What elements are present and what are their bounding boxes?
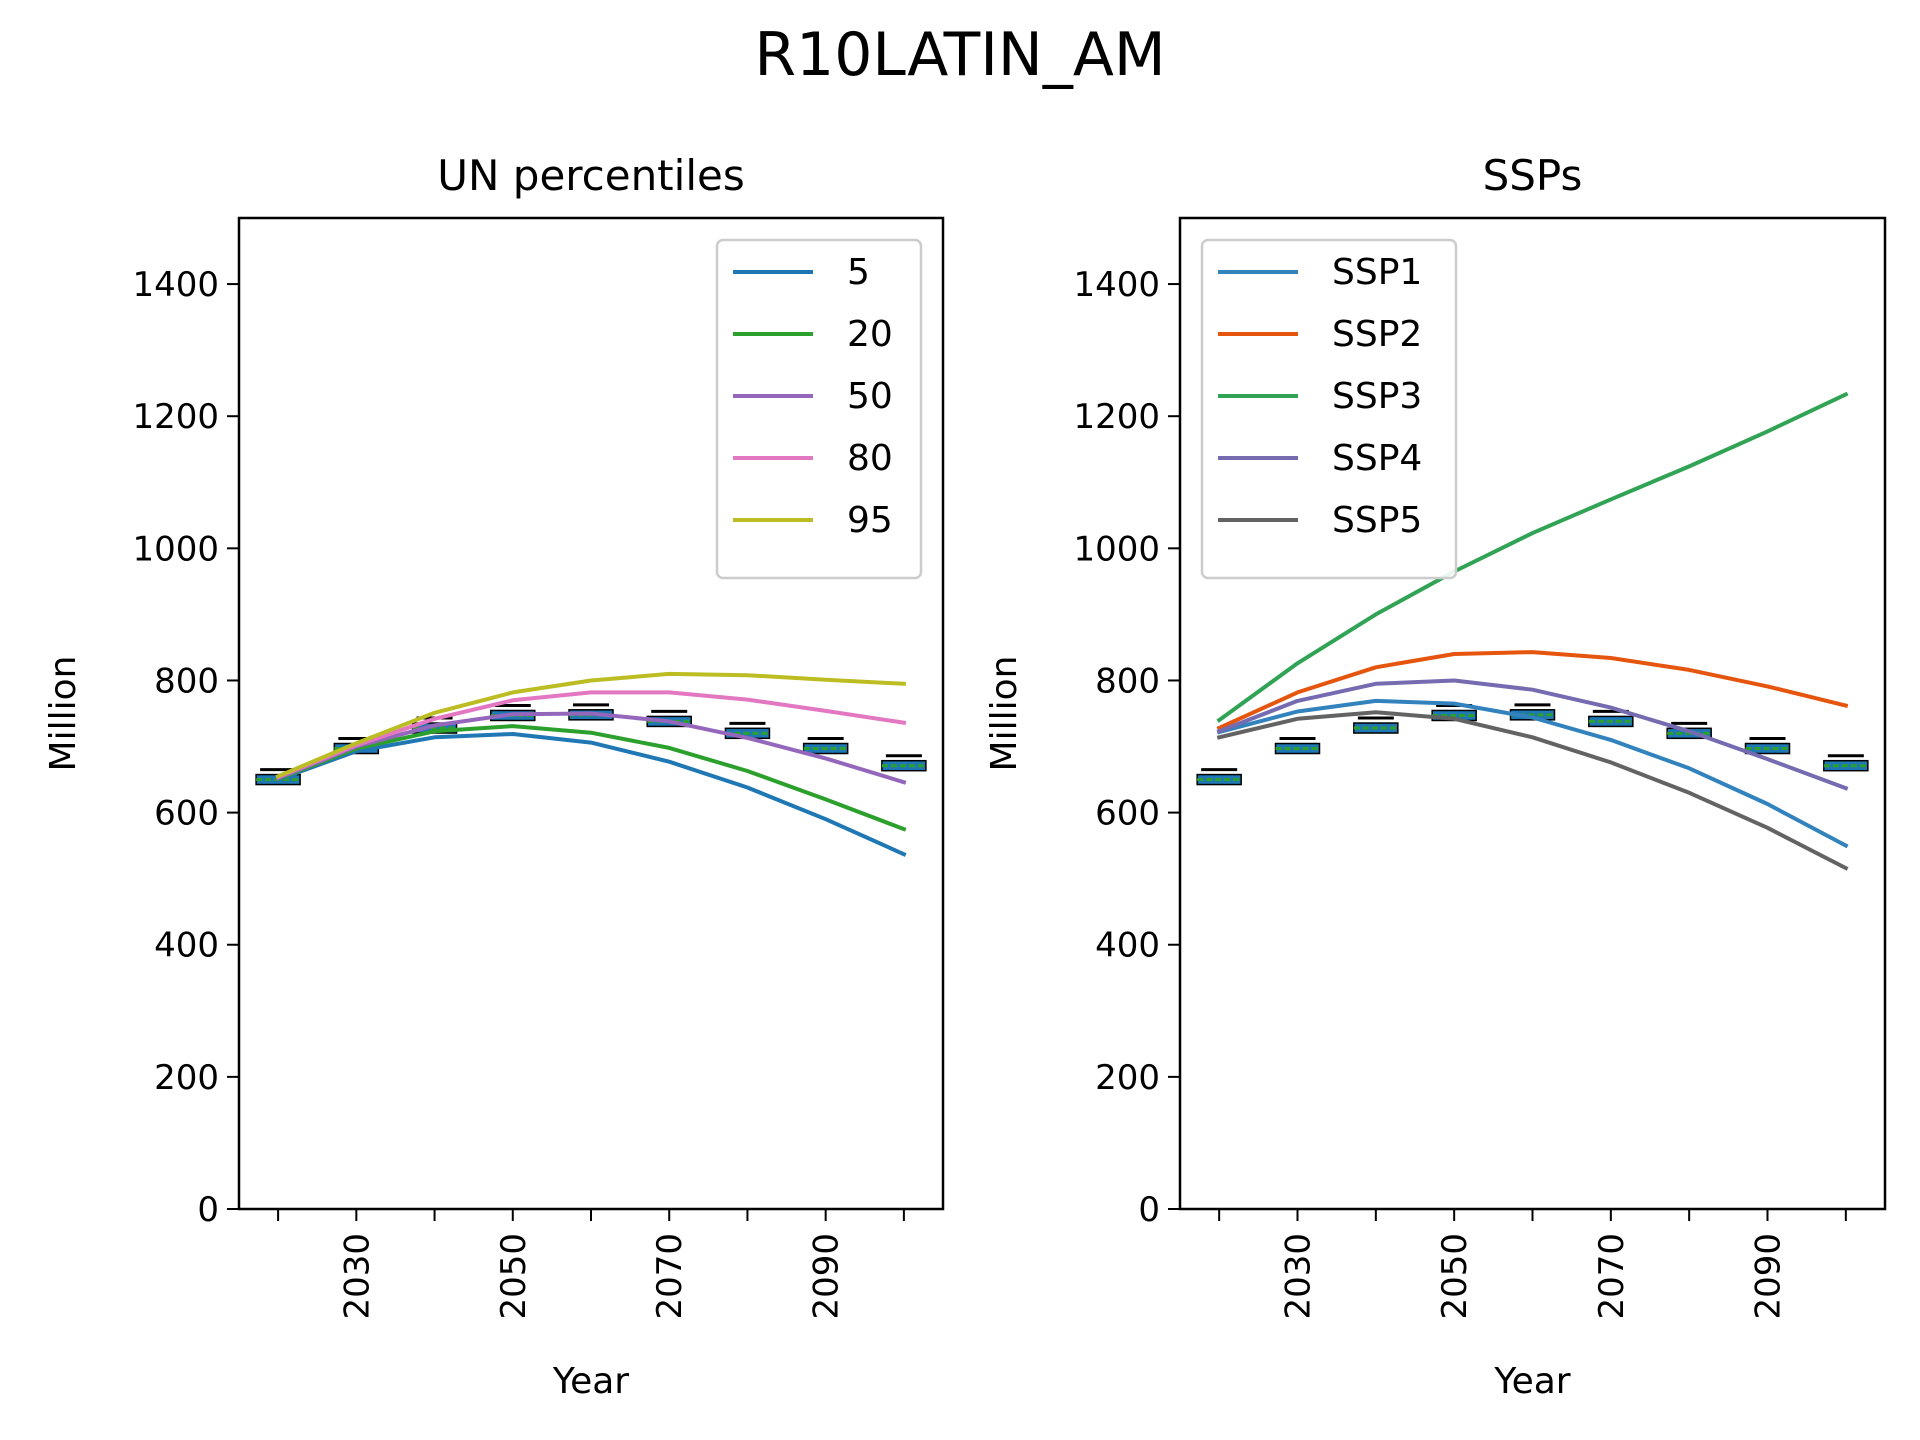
y-axis-label: Million xyxy=(43,656,84,772)
x-axis-label: Year xyxy=(552,1361,629,1402)
y-tick-label: 200 xyxy=(154,1058,219,1098)
x-tick-label: 2050 xyxy=(494,1233,534,1320)
series-line-ssp3 xyxy=(1216,391,1849,723)
x-tick-label: 2090 xyxy=(1749,1233,1789,1320)
series-line-ssp2 xyxy=(1216,650,1849,731)
y-tick-label: 1200 xyxy=(132,397,219,437)
x-tick-label: 2030 xyxy=(337,1233,377,1320)
panel-ssps: SSPs 0 200 400 600 800 1000 1200 1400 2030 2050 207… xyxy=(984,151,1887,1402)
y-tick-label: 400 xyxy=(154,926,219,966)
legend-label: SSP2 xyxy=(1332,314,1422,355)
panel-title: SSPs xyxy=(1483,151,1583,200)
series-line-95 xyxy=(275,671,906,779)
legend-box xyxy=(1200,238,1458,580)
legend-label: 95 xyxy=(847,500,893,541)
series-line-5 xyxy=(275,732,907,857)
y-tick-label: 0 xyxy=(1138,1190,1160,1230)
x-tick-label: 2050 xyxy=(1435,1233,1475,1320)
y-tick-label: 600 xyxy=(154,794,219,834)
series-line-ssp5 xyxy=(1216,710,1849,871)
legend: 5 20 50 80 95 xyxy=(715,238,923,580)
x-tick-label: 2070 xyxy=(650,1233,690,1320)
legend-label: 20 xyxy=(847,314,893,355)
y-tick-label: 800 xyxy=(1095,661,1160,701)
y-tick-label: 1400 xyxy=(132,265,219,305)
x-tick-label: 2030 xyxy=(1279,1233,1319,1320)
legend: SSP1 SSP2 SSP3 SSP4 SSP5 xyxy=(1200,238,1458,580)
y-tick-label: 1000 xyxy=(132,529,219,569)
series-line-50 xyxy=(275,711,907,785)
legend-label: SSP5 xyxy=(1332,500,1422,541)
series-line-ssp4 xyxy=(1216,678,1849,791)
y-tick-label: 600 xyxy=(1095,794,1160,834)
x-tick-label: 2070 xyxy=(1592,1233,1632,1320)
y-tick-label: 1000 xyxy=(1073,529,1160,569)
series-line-80 xyxy=(275,690,907,780)
series-line-20 xyxy=(275,724,907,832)
y-tick-label: 1400 xyxy=(1073,265,1160,305)
legend-label: 50 xyxy=(847,376,893,417)
y-tick-label: 400 xyxy=(1095,926,1160,966)
figure-title: R10LATIN_AM xyxy=(754,20,1166,90)
y-tick-label: 0 xyxy=(197,1190,219,1230)
y-axis-label: Million xyxy=(984,656,1025,772)
plot-frame xyxy=(237,216,945,1211)
legend-label: SSP1 xyxy=(1332,252,1422,293)
plot-frame xyxy=(1178,216,1887,1211)
y-tick-label: 200 xyxy=(1095,1058,1160,1098)
y-tick-label: 800 xyxy=(154,661,219,701)
panel-title: UN percentiles xyxy=(437,151,744,200)
legend-label: SSP4 xyxy=(1332,438,1422,479)
legend-box xyxy=(715,238,923,580)
panel-un-percentiles: UN percentiles 0 200 400 600 800 1000 1200 1400 2… xyxy=(43,151,945,1402)
series-line-ssp1 xyxy=(1216,698,1849,849)
y-tick-label: 1200 xyxy=(1073,397,1160,437)
legend-label: SSP3 xyxy=(1332,376,1422,417)
legend-label: 80 xyxy=(847,438,893,479)
x-axis-label: Year xyxy=(1493,1361,1570,1402)
x-tick-label: 2090 xyxy=(807,1233,847,1320)
legend-label: 5 xyxy=(847,252,870,293)
